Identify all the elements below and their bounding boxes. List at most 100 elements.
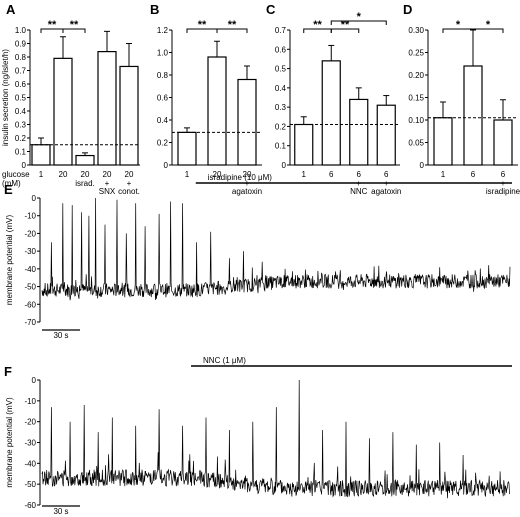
significance-bracket	[472, 28, 504, 33]
y-tick-label: 0.15	[408, 94, 424, 103]
significance-label: **	[70, 19, 79, 31]
bar	[237, 78, 257, 166]
bar	[75, 154, 95, 166]
time-scalebar-label: 30 s	[53, 331, 68, 340]
y-tick-label: 0.8	[157, 71, 169, 80]
x-tick-label: 20	[103, 170, 112, 179]
x-tick-label: 6	[357, 170, 362, 179]
y-tick-label: 0.3	[15, 121, 27, 130]
x-row-label: glucose	[2, 170, 30, 179]
panel-e: E -70 -60 -50 -40 -30 -20 -10 0 membrane potentia…	[4, 173, 512, 340]
panel-label: C	[266, 2, 276, 17]
bar	[97, 50, 117, 166]
panel-label: A	[6, 2, 16, 17]
y-tick-label: 0.2	[275, 122, 287, 131]
y-tick-label: 0.1	[15, 148, 27, 157]
y-tick-label: 0.3	[275, 103, 287, 112]
y-tick-label: -50	[24, 480, 36, 489]
significance-label: **	[341, 19, 350, 31]
y-tick-label: 1.0	[15, 26, 27, 35]
bar	[376, 104, 396, 166]
significance-label: **	[228, 19, 237, 31]
bar	[321, 60, 341, 166]
y-tick-label: 0	[164, 161, 169, 170]
y-tick-label: -30	[24, 247, 36, 256]
y-tick-label: -20	[24, 229, 36, 238]
y-tick-label: 0.4	[275, 84, 287, 93]
y-tick-label: 0.9	[15, 40, 27, 49]
y-tick-label: -10	[24, 212, 36, 221]
panel-label: E	[4, 182, 13, 197]
y-tick-label: 0.7	[15, 67, 27, 76]
x-tick-label: 20	[243, 170, 252, 179]
panel-f: F -60 -50 -40 -30 -20 -10 0 membrane potential (…	[4, 356, 512, 516]
bar	[433, 117, 453, 166]
bar	[349, 98, 369, 166]
membrane-potential-trace	[41, 197, 511, 301]
y-tick-label: -40	[24, 265, 36, 274]
x-tick-sublabel: agatoxin	[371, 187, 401, 196]
panel-label: B	[150, 2, 159, 17]
x-tick-sublabel: isradipine	[486, 187, 520, 196]
significance-bracket	[216, 28, 248, 33]
y-tick-label: -40	[24, 459, 36, 468]
y-axis-label: membrane potential (mV)	[5, 397, 14, 488]
bar	[493, 119, 513, 166]
y-tick-label: -60	[24, 501, 36, 510]
x-tick-sublabel: israd.	[75, 179, 95, 188]
y-tick-label: -20	[24, 418, 36, 427]
bar	[31, 144, 51, 166]
y-tick-label: -30	[24, 439, 36, 448]
y-tick-label: 0.5	[15, 94, 27, 103]
y-tick-label: 0.4	[15, 107, 27, 116]
x-tick-label: 6	[471, 170, 476, 179]
x-tick-label: 1	[185, 170, 190, 179]
x-tick-label: 20	[59, 170, 68, 179]
x-tick-label: 6	[384, 170, 389, 179]
x-tick-sublabel: SNX	[99, 187, 116, 196]
membrane-potential-trace	[41, 379, 511, 499]
panel-c: C00.10.20.30.40.50.60.7166+NNC6+agatoxin…	[266, 2, 401, 196]
y-tick-label: -60	[24, 300, 36, 309]
y-tick-label: 0	[32, 376, 37, 385]
bar	[177, 131, 197, 166]
significance-bracket	[62, 28, 86, 33]
x-tick-sublabel: agatoxin	[232, 187, 262, 196]
y-tick-label: 0	[420, 161, 425, 170]
x-tick-label: 1	[39, 170, 44, 179]
y-tick-label: 0.25	[408, 49, 424, 58]
y-tick-label: 0.4	[157, 116, 169, 125]
significance-bracket	[330, 28, 360, 33]
panel-a: A 0 0.1 0.2 0.3 0.4 0.5 0.6 0.7 0.8 0.9 1.0 insulin …	[1, 2, 140, 196]
time-scalebar-label: 30 s	[53, 507, 68, 516]
bar	[207, 56, 227, 166]
significance-label: *	[456, 19, 461, 31]
x-tick-sublabel: conot.	[118, 187, 140, 196]
y-tick-label: 0	[282, 161, 287, 170]
significance-label: *	[357, 11, 362, 23]
panel-label: F	[4, 364, 12, 379]
bar	[294, 123, 314, 166]
y-tick-label: 0.1	[275, 142, 287, 151]
x-tick-label: 6	[329, 170, 334, 179]
y-tick-label: 0.5	[275, 65, 287, 74]
y-tick-label: 0.10	[408, 116, 424, 125]
y-tick-label: 1.2	[157, 26, 169, 35]
y-tick-label: 0.6	[157, 94, 169, 103]
x-tick-sublabel: NNC	[350, 187, 368, 196]
x-tick-label: 1	[441, 170, 446, 179]
y-axis-label: membrane potential (mV)	[5, 215, 14, 306]
y-tick-label: 0.2	[15, 134, 27, 143]
panel-d: D00.050.100.150.200.250.30166+isradipine…	[403, 2, 520, 196]
x-tick-label: 20	[213, 170, 222, 179]
y-tick-label: 1.0	[157, 49, 169, 58]
y-axis-label: insulin secretion (ng/islet/h)	[1, 49, 10, 146]
y-tick-label: -70	[24, 318, 36, 327]
y-tick-label: 0.6	[15, 80, 27, 89]
bar	[119, 65, 139, 166]
x-tick-label: 1	[302, 170, 307, 179]
x-row-label: (mM)	[2, 179, 21, 188]
significance-label: **	[198, 19, 207, 31]
